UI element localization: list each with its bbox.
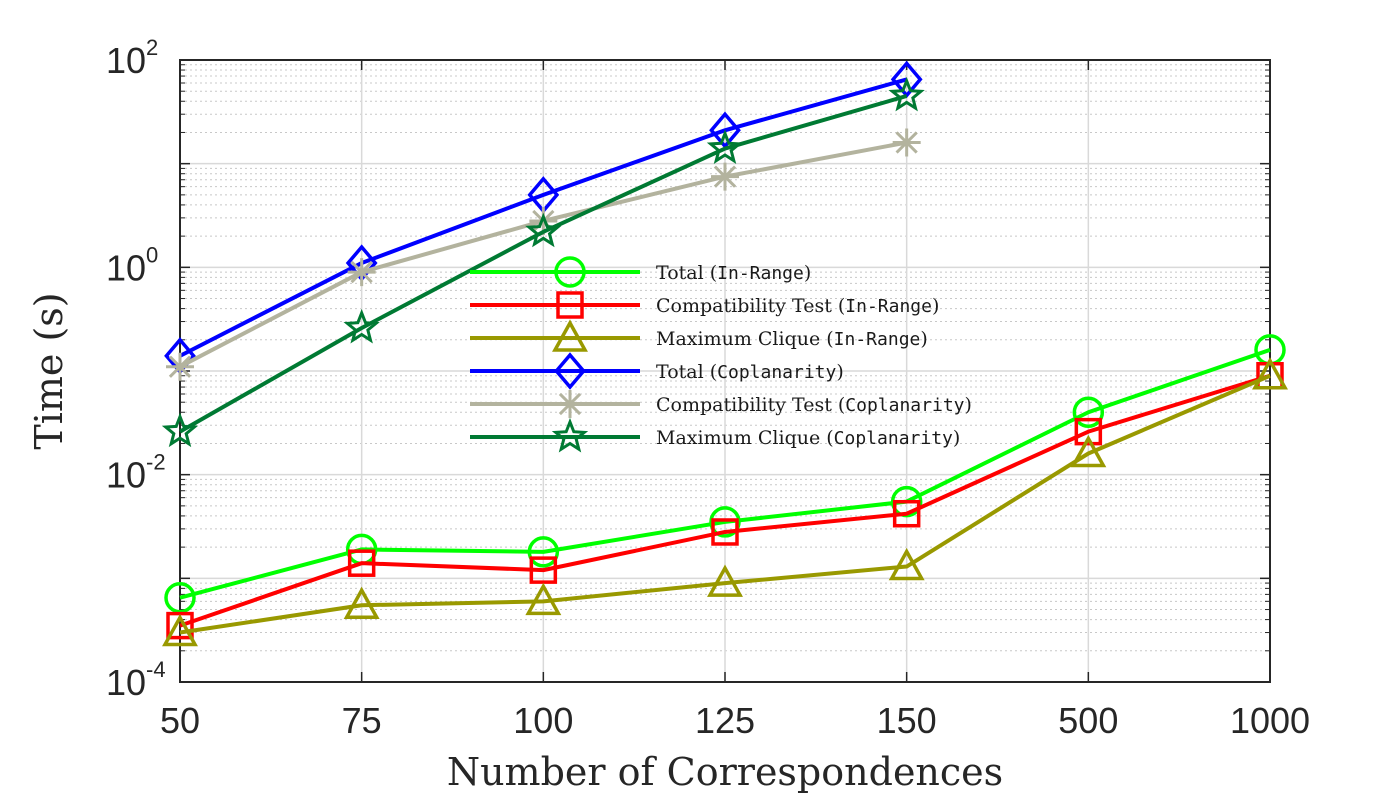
x-tick-label: 100 — [513, 700, 573, 741]
triangle-marker — [552, 319, 588, 352]
asterisk-marker — [556, 390, 584, 418]
y-tick-exponent: -2 — [146, 450, 166, 475]
legend-entry: Maximum Clique (Coplanarity) — [470, 417, 960, 453]
square-marker — [711, 518, 739, 546]
x-tick-label: 150 — [877, 700, 937, 741]
x-tick-label: 125 — [695, 700, 755, 741]
y-axis-title: Time (s) — [27, 292, 71, 449]
series-maximum-clique-in-range — [162, 357, 1288, 647]
x-axis-title: Number of Correspondences — [447, 750, 1003, 794]
legend-label: Maximum Clique (Coplanarity) — [656, 427, 960, 449]
diamond-marker — [890, 60, 923, 99]
square-marker — [1074, 417, 1103, 446]
star-marker — [161, 412, 199, 448]
square-marker — [347, 549, 376, 577]
circle-marker — [164, 581, 196, 614]
legend-label: Total (Coplanarity) — [656, 361, 844, 383]
series-group — [161, 60, 1288, 647]
y-tick-label: 10 -4 — [106, 657, 166, 703]
y-tick-label: 10 2 — [106, 35, 158, 81]
series-line — [179, 373, 1271, 635]
y-tick-exponent: 2 — [146, 35, 158, 60]
star-marker — [343, 308, 380, 344]
triangle-marker — [1070, 434, 1107, 468]
circle-marker — [709, 506, 741, 538]
triangle-marker — [888, 547, 925, 581]
y-tick-base: 10 — [106, 40, 146, 81]
star-marker — [888, 76, 925, 112]
triangle-marker — [162, 613, 198, 647]
series-line — [179, 373, 1271, 628]
series-line — [179, 94, 908, 434]
star-marker — [525, 212, 562, 248]
y-tick-base: 10 — [106, 455, 146, 496]
circle-marker — [527, 536, 560, 568]
legend-label: Compatibility Test (In-Range) — [656, 295, 939, 317]
legend-entry: Total (Coplanarity) — [470, 352, 844, 390]
asterisk-marker — [711, 162, 739, 191]
series-compatibility-test-in-range — [166, 361, 1284, 640]
series-line — [179, 77, 908, 358]
square-marker — [892, 499, 921, 528]
axis-ticks — [179, 59, 1271, 683]
legend-label: Total (In-Range) — [656, 262, 811, 284]
asterisk-marker — [892, 128, 921, 157]
circle-marker — [554, 256, 586, 288]
x-tick-label: 50 — [160, 700, 200, 741]
legend-entry: Maximum Clique (In-Range) — [470, 319, 928, 352]
y-tick-label: 10 0 — [106, 242, 158, 288]
x-tick-label: 500 — [1058, 700, 1118, 741]
circle-marker — [1072, 396, 1105, 429]
triangle-marker — [1252, 357, 1288, 390]
y-tick-exponent: 0 — [146, 242, 158, 267]
square-marker — [556, 291, 584, 319]
triangle-marker — [343, 586, 380, 619]
legend-entry: Compatibility Test (Coplanarity) — [470, 390, 972, 418]
square-marker — [166, 611, 194, 640]
legend-entry: Compatibility Test (In-Range) — [470, 291, 939, 319]
y-tick-base: 10 — [106, 247, 146, 288]
series-compatibility-test-coplanarity — [166, 128, 921, 381]
star-marker — [551, 417, 589, 453]
x-tick-labels: 50 75 100 125 150 500 1000 — [160, 700, 1310, 741]
asterisk-marker — [347, 258, 376, 287]
star-marker — [706, 129, 744, 164]
diamond-marker — [554, 352, 586, 390]
asterisk-marker — [166, 352, 194, 381]
x-tick-label: 75 — [342, 700, 382, 741]
triangle-marker — [525, 582, 562, 616]
legend-label: Compatibility Test (Coplanarity) — [656, 394, 972, 416]
y-tick-base: 10 — [106, 662, 146, 703]
triangle-marker — [707, 564, 743, 597]
series-maximum-clique-coplanarity — [161, 76, 925, 448]
x-tick-label: 1000 — [1230, 700, 1310, 741]
y-tick-exponent: -4 — [146, 657, 166, 682]
square-marker — [529, 556, 558, 584]
legend: Total (In-Range) Compatibility Test (In-R… — [470, 256, 972, 453]
legend-label: Maximum Clique (In-Range) — [656, 328, 928, 350]
asterisk-marker — [529, 206, 558, 235]
diamond-marker — [709, 111, 741, 149]
legend-entry: Total (In-Range) — [470, 256, 811, 288]
y-tick-label: 10 -2 — [106, 450, 166, 496]
